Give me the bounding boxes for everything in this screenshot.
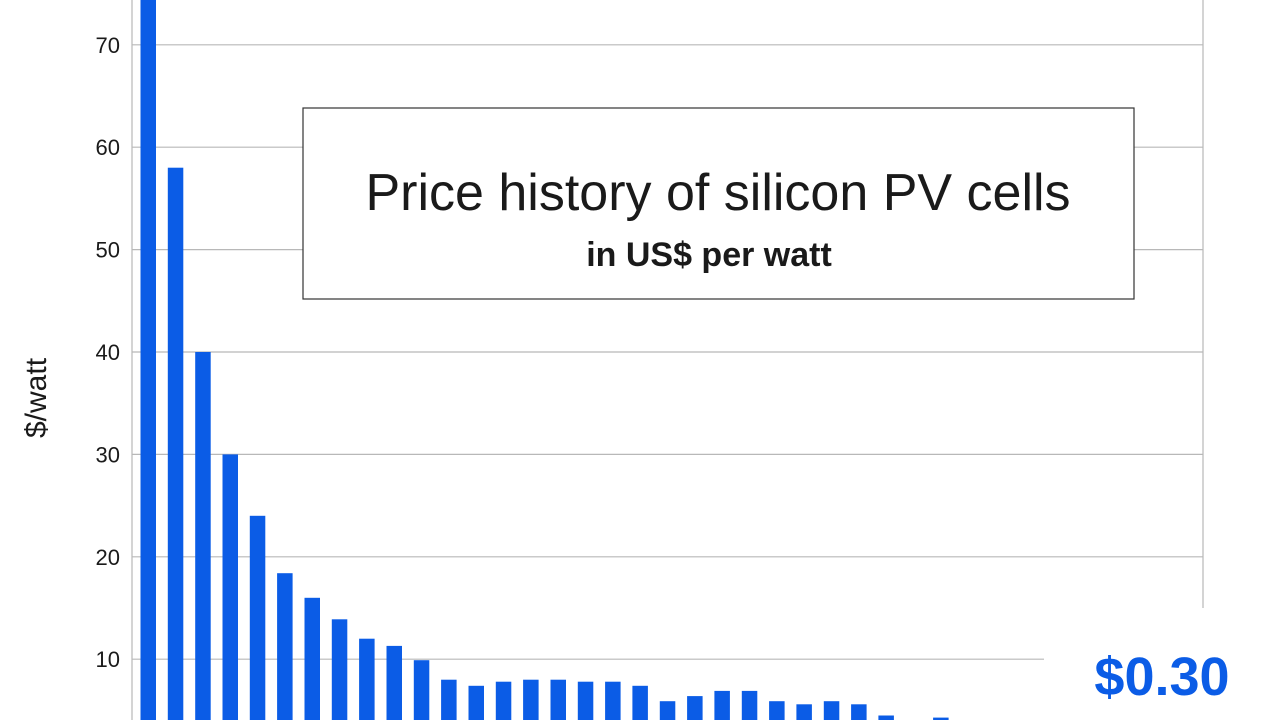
bar bbox=[359, 638, 375, 720]
bar bbox=[413, 660, 430, 720]
bar bbox=[933, 717, 949, 720]
bar bbox=[468, 685, 484, 720]
bar bbox=[851, 704, 867, 720]
bar bbox=[441, 679, 457, 720]
y-tick-label: 20 bbox=[96, 545, 120, 570]
bar bbox=[714, 690, 730, 720]
title-box-frame bbox=[302, 107, 1135, 300]
y-tick-label: 30 bbox=[96, 442, 120, 467]
bar bbox=[222, 454, 238, 720]
y-axis-label: $/watt bbox=[20, 357, 53, 438]
bar bbox=[167, 167, 184, 720]
bar bbox=[195, 352, 211, 720]
bar bbox=[249, 515, 266, 720]
title-box: Price history of silicon PV cells in US$… bbox=[302, 107, 1135, 300]
bar bbox=[550, 679, 566, 720]
bar bbox=[687, 696, 703, 720]
axes bbox=[131, 0, 1204, 720]
bar bbox=[796, 704, 812, 720]
bars bbox=[140, 0, 949, 720]
chart-title: Price history of silicon PV cells bbox=[365, 164, 1070, 222]
bar bbox=[769, 701, 785, 720]
bar bbox=[823, 701, 840, 720]
bar bbox=[632, 685, 648, 720]
bar bbox=[386, 645, 402, 720]
bar bbox=[304, 597, 320, 720]
y-tick-label: 50 bbox=[96, 238, 120, 263]
bar bbox=[523, 679, 539, 720]
bar bbox=[878, 715, 894, 720]
y-tick-label: 10 bbox=[96, 647, 120, 672]
y-tick-label: 70 bbox=[96, 33, 120, 58]
bar bbox=[140, 0, 156, 720]
y-tick-labels: 10 20 30 40 50 60 70 bbox=[96, 33, 120, 672]
bar bbox=[659, 701, 676, 720]
y-tick-label: 40 bbox=[96, 340, 120, 365]
bar bbox=[577, 681, 594, 720]
chart-subtitle: in US$ per watt bbox=[586, 236, 832, 274]
bar bbox=[331, 619, 348, 720]
bar bbox=[605, 681, 621, 720]
bar bbox=[277, 573, 293, 720]
callout-background bbox=[1044, 608, 1280, 720]
bar bbox=[741, 690, 758, 720]
y-tick-label: 60 bbox=[96, 135, 120, 160]
bar bbox=[495, 681, 512, 720]
price-callout: $0.30 bbox=[1094, 647, 1229, 707]
